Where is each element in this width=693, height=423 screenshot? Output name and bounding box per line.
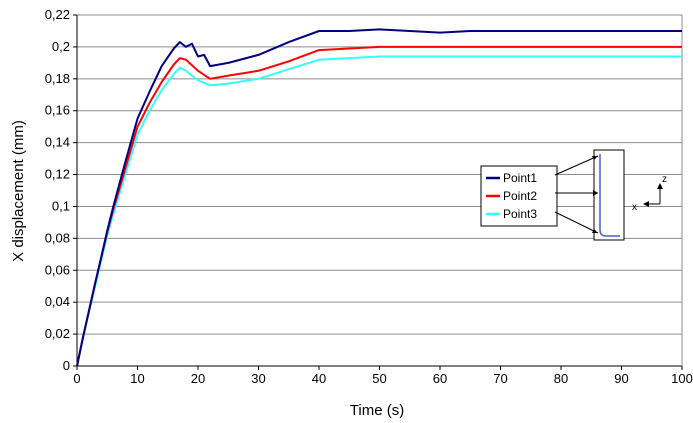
y-tick-label: 0,1 <box>52 198 70 213</box>
y-axis-title: X displacement (mm) <box>10 120 27 262</box>
arrowhead-point1 <box>592 156 598 160</box>
inset-box <box>593 149 625 241</box>
gridlines <box>73 14 683 370</box>
x-tick-label: 80 <box>554 371 568 386</box>
legend-label-point1: Point1 <box>503 171 537 185</box>
probe-inset: z x <box>554 149 667 241</box>
x-tick-labels: 0 10 20 30 40 50 60 70 80 90 100 <box>73 371 692 386</box>
z-axis-label: z <box>662 174 667 185</box>
arrowhead-point3 <box>592 229 598 233</box>
y-tick-label: 0,14 <box>45 135 70 150</box>
y-tick-label: 0,2 <box>52 39 70 54</box>
y-tick-label: 0,04 <box>45 294 70 309</box>
arrow-point1 <box>554 155 599 176</box>
legend-label-point3: Point3 <box>503 207 537 221</box>
y-tick-label: 0,06 <box>45 262 70 277</box>
y-tick-label: 0,02 <box>45 326 70 341</box>
arrow-point3 <box>554 211 599 234</box>
y-tick-labels: 0 0,02 0,04 0,06 0,08 0,1 0,12 0,14 0,16 0,18 0,2 0… <box>45 7 70 373</box>
x-tick-label: 10 <box>130 371 144 386</box>
y-tick-label: 0,18 <box>45 71 70 86</box>
x-arrowhead <box>643 201 649 207</box>
x-axis-title: Time (s) <box>350 402 404 419</box>
x-tick-label: 100 <box>671 371 693 386</box>
x-tick-label: 30 <box>251 371 265 386</box>
x-axis-label: x <box>632 202 637 213</box>
series-line-point1 <box>76 28 682 367</box>
x-tick-label: 40 <box>312 371 326 386</box>
legend: Point1 Point2 Point3 <box>480 165 558 227</box>
series-line-point3 <box>76 55 682 367</box>
y-tick-label: 0 <box>63 358 70 373</box>
x-tick-label: 60 <box>433 371 447 386</box>
plot-area <box>76 15 683 367</box>
x-tick-label: 20 <box>191 371 205 386</box>
y-tick-label: 0,22 <box>45 7 70 22</box>
z-arrowhead <box>657 183 663 189</box>
series-lines <box>76 28 682 367</box>
x-tick-label: 90 <box>614 371 628 386</box>
y-tick-label: 0,12 <box>45 167 70 182</box>
y-tick-label: 0,16 <box>45 103 70 118</box>
y-tick-label: 0,08 <box>45 230 70 245</box>
probe-outline <box>599 154 620 237</box>
legend-label-point2: Point2 <box>503 189 537 203</box>
x-tick-label: 70 <box>493 371 507 386</box>
x-tick-label: 50 <box>372 371 386 386</box>
x-tick-label: 0 <box>73 371 80 386</box>
arrowhead-point2 <box>593 190 598 196</box>
